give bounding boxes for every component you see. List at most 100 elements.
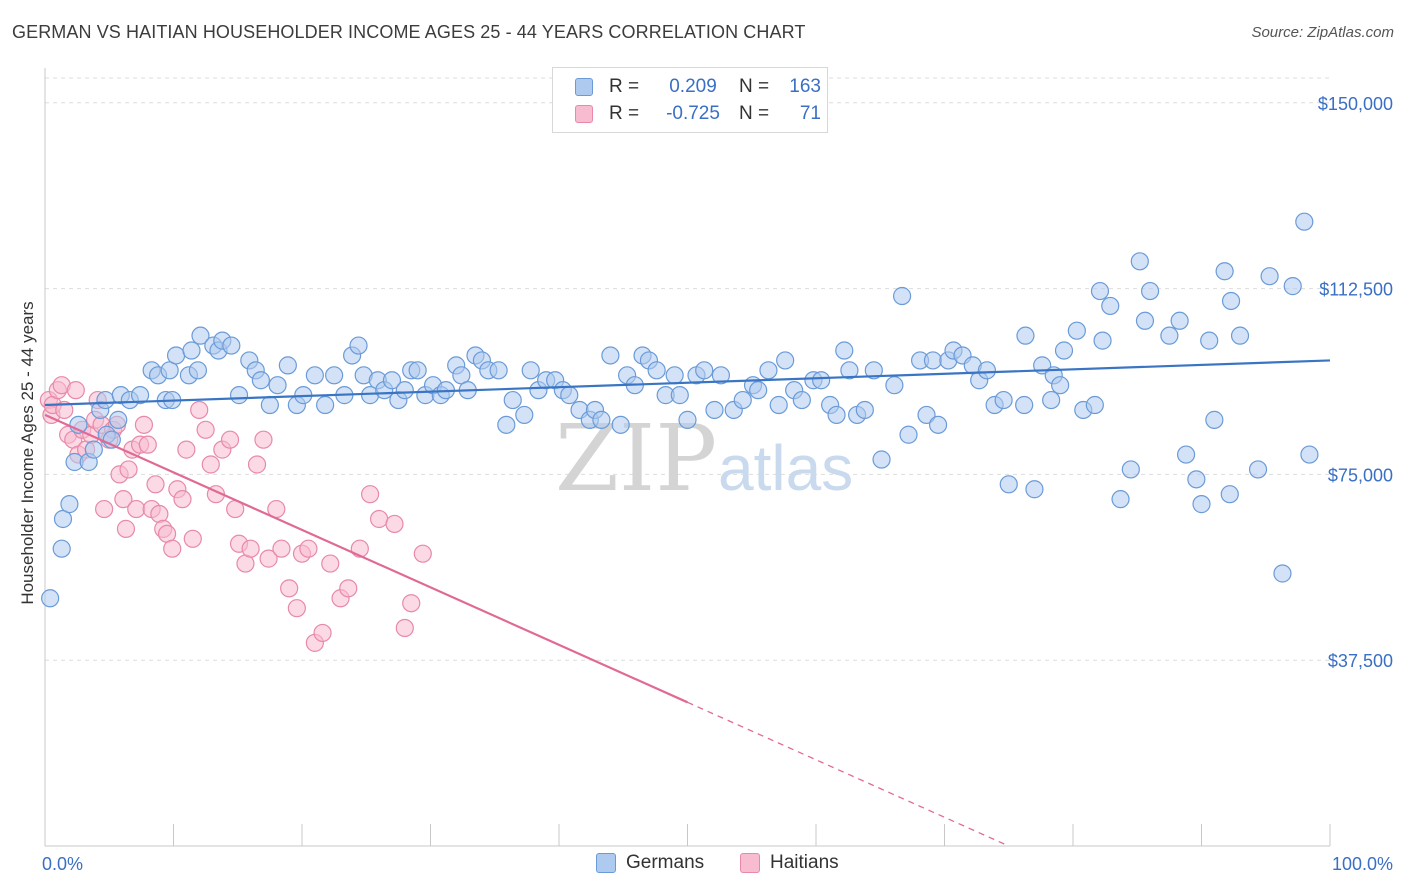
haitian-point (220, 430, 240, 449)
german-point (191, 326, 210, 345)
german-point (278, 356, 297, 375)
axes (44, 68, 1331, 847)
german-point (130, 386, 150, 405)
haitian-point (259, 549, 278, 568)
germans-legend-label: Germans (626, 852, 705, 873)
german-point (749, 381, 768, 400)
german-point (515, 405, 534, 425)
haitian-point (150, 504, 169, 524)
german-point (872, 450, 891, 469)
legend-r-label: R = (609, 103, 640, 124)
y-tick-label: $150,000 (1318, 94, 1393, 114)
german-point (917, 405, 936, 425)
series-legend: Germans Haitians (0, 852, 1406, 878)
legend-n-value: 163 (789, 76, 821, 97)
german-point (497, 415, 516, 434)
german-point (1221, 291, 1241, 311)
german-point (1067, 321, 1086, 340)
trend-lines (44, 359, 1331, 847)
haitian-point (402, 594, 421, 613)
german-point (1160, 326, 1179, 345)
german-point (503, 390, 522, 410)
germans-legend-icon (596, 853, 616, 873)
haitian-point (163, 539, 182, 558)
german-point (999, 475, 1018, 494)
haitians-legend-label: Haitians (770, 852, 839, 873)
german-point (611, 415, 630, 434)
german-point (864, 361, 883, 380)
legend-n-label: N = (739, 76, 770, 97)
german-point (1220, 485, 1239, 504)
german-point (592, 410, 611, 429)
haitian-point (272, 539, 291, 558)
german-point (60, 495, 79, 514)
german-point (835, 341, 854, 360)
legend-r-value: 0.209 (669, 76, 717, 97)
haitian-point (241, 539, 260, 558)
german-point (1016, 326, 1035, 345)
legend-row-haitians: R = -0.725 N = 71 (575, 101, 821, 127)
german-point (1140, 281, 1160, 301)
german-point (1248, 460, 1268, 479)
haitian-point (321, 554, 340, 573)
haitian-point (247, 455, 267, 474)
haitian-point (119, 460, 138, 479)
german-point (1042, 390, 1061, 410)
german-point (1093, 331, 1112, 350)
german-point (1300, 445, 1319, 464)
y-tick-label: $75,000 (1328, 465, 1393, 485)
haitians-swatch-icon (575, 105, 593, 123)
german-point (711, 366, 731, 385)
legend-item-haitians[interactable]: Haitians (740, 852, 839, 874)
haitian-point (385, 514, 404, 534)
haitian-point (395, 618, 414, 638)
haitian-point (287, 599, 306, 618)
haitian-point (190, 400, 209, 420)
german-point (325, 366, 344, 385)
german-point (1135, 311, 1155, 330)
legend-item-germans[interactable]: Germans (596, 852, 704, 874)
german-point (812, 371, 831, 390)
germans-trend-line (44, 359, 1331, 407)
german-point (41, 589, 60, 608)
german-point (678, 410, 697, 429)
german-point (260, 395, 279, 415)
legend-n-label: N = (739, 103, 770, 124)
german-point (1025, 480, 1044, 499)
german-point (1051, 376, 1070, 395)
german-point (408, 361, 427, 380)
german-point (759, 361, 778, 380)
german-point (1187, 470, 1206, 489)
german-point (1273, 564, 1292, 583)
german-point (1101, 296, 1120, 316)
german-point (977, 361, 997, 380)
haitian-point (173, 490, 192, 509)
german-point (695, 361, 714, 380)
german-point (229, 386, 249, 405)
german-point (1295, 212, 1314, 231)
german-point (892, 286, 912, 306)
german-point (349, 336, 368, 355)
german-point (1215, 262, 1234, 281)
german-point (705, 400, 724, 420)
german-point (769, 395, 788, 415)
grid-lines (45, 77, 1330, 661)
german-point (1170, 311, 1189, 330)
x-tick-label: 0.0% (42, 854, 83, 874)
haitian-point (114, 490, 133, 509)
haitian-point (339, 579, 358, 598)
germans-points (41, 212, 1319, 608)
german-point (395, 381, 414, 400)
german-point (84, 440, 103, 459)
german-point (166, 346, 186, 365)
german-point (792, 390, 811, 410)
german-point (96, 390, 115, 410)
haitians-trend-extension (687, 701, 1010, 847)
y-tick-label: $37,500 (1328, 651, 1393, 671)
german-point (52, 539, 71, 558)
german-point (885, 376, 904, 395)
y-axis-label: Householder Income Ages 25 - 44 years (18, 301, 37, 604)
german-point (251, 371, 270, 390)
haitian-point (95, 499, 114, 519)
